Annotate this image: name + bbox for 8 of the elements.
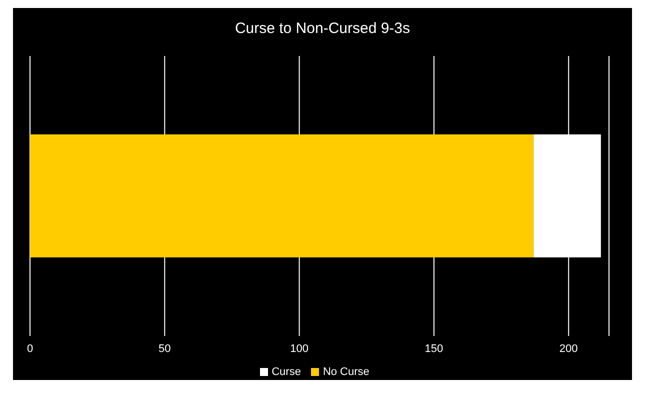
legend-label: No Curse <box>322 366 370 378</box>
legend-label: Curse <box>272 366 301 378</box>
x-tick-label: 100 <box>290 342 308 355</box>
chart-title: Curse to Non-Cursed 9-3s <box>234 20 412 37</box>
x-tick-label: 50 <box>158 342 171 355</box>
x-tick-label: 0 <box>26 342 34 355</box>
x-tick-label: 150 <box>424 342 444 355</box>
x-tick-label: 200 <box>559 342 578 355</box>
